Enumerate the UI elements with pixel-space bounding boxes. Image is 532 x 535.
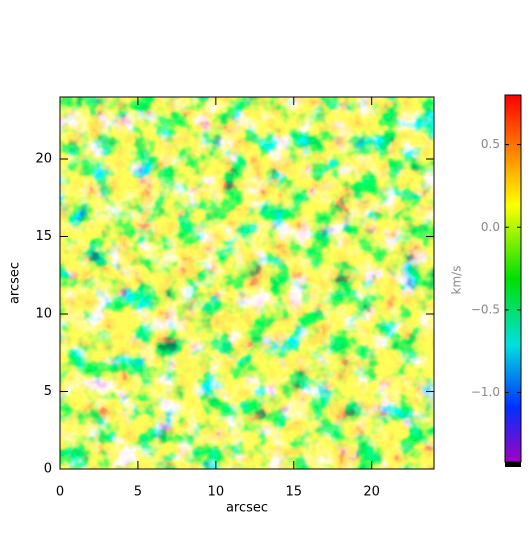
colorbar-tick-label: −0.5: [471, 302, 500, 316]
x-tick-label: 0: [56, 485, 64, 500]
x-tick-label: 20: [363, 485, 380, 500]
plot-frame: [59, 96, 435, 470]
colorbar-label: km/s: [450, 266, 464, 295]
x-tick-label: 10: [208, 485, 225, 500]
y-tick-label: 5: [44, 384, 52, 399]
velocity-map: [60, 97, 434, 469]
y-tick-label: 20: [35, 152, 52, 167]
y-axis-label: arcsec: [8, 262, 23, 304]
colorbar-tick-label: −1.0: [471, 385, 500, 399]
x-tick-label: 15: [285, 485, 302, 500]
y-tick-label: 10: [35, 307, 52, 322]
x-tick-label: 5: [134, 485, 142, 500]
colorbar-underflow: [505, 462, 521, 467]
colorbar: km/s 0.5 0.0 −0.5 −1.0: [450, 94, 522, 467]
colorbar-tick-label: 0.0: [481, 220, 500, 234]
colorbar-gradient: [504, 94, 522, 463]
x-axis-label: arcsec: [226, 501, 268, 516]
y-tick-label: 0: [44, 462, 52, 477]
y-tick-label: 15: [35, 229, 52, 244]
colorbar-tick-label: 0.5: [481, 137, 500, 151]
